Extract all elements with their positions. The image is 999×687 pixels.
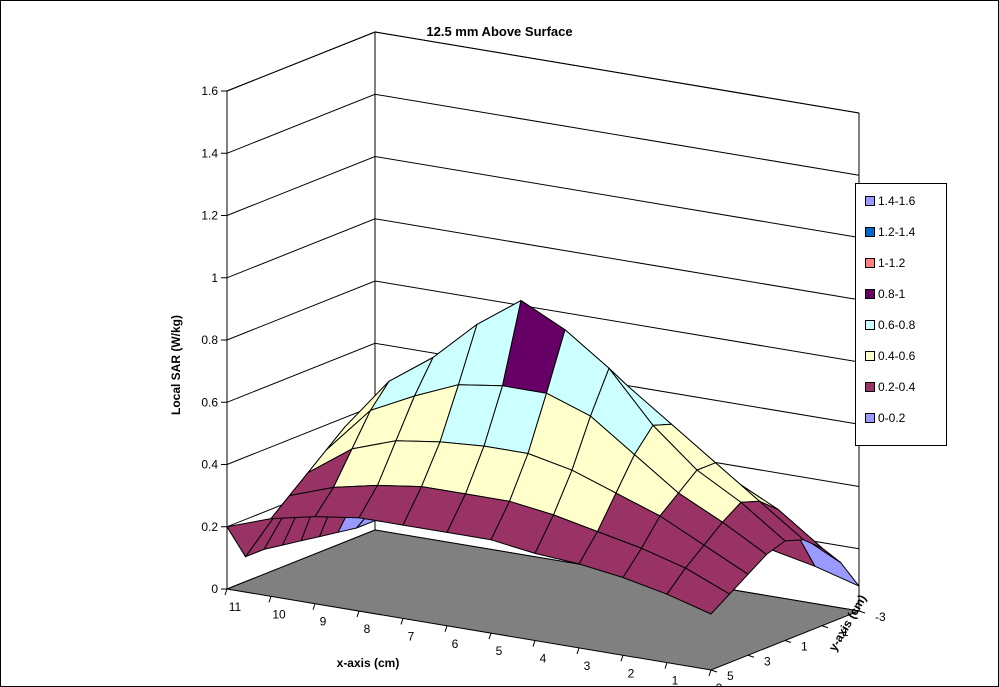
y-tick-label: 5 (727, 669, 734, 683)
z-tick-label: 0.8 (201, 333, 218, 347)
legend-swatch (865, 289, 875, 299)
legend-item: 0-0.2 (865, 410, 905, 426)
z-tick-label: 1.6 (201, 84, 218, 98)
gridline (226, 93, 860, 176)
z-tick-label: 1.4 (201, 146, 218, 160)
legend-item: 0.8-1 (865, 286, 905, 302)
x-tick-mark (576, 647, 580, 655)
x-tick-mark (444, 625, 448, 632)
x-tick-mark (400, 618, 404, 625)
y-tick-mark (858, 610, 866, 614)
legend-item: 1-1.2 (865, 255, 905, 271)
chart-title: 12.5 mm Above Surface (426, 24, 573, 39)
legend-swatch (865, 196, 875, 206)
x-tick-label: 3 (584, 659, 591, 673)
legend-swatch (865, 258, 875, 268)
x-tick-label: 8 (364, 622, 371, 636)
surface-patch (666, 567, 730, 615)
x-tick-mark (620, 655, 624, 662)
legend-label: 0.6-0.8 (878, 318, 916, 332)
y-tick-label: 1 (801, 640, 808, 654)
z-tick-label: 0.4 (201, 458, 218, 472)
x-tick-mark (224, 588, 228, 596)
x-tick-label: 6 (452, 637, 459, 651)
legend-item: 1.2-1.4 (865, 224, 915, 240)
x-tick-mark (356, 610, 360, 618)
legend-swatch (865, 320, 875, 330)
x-tick-label: 0 (716, 681, 723, 687)
y-tick-label: -1 (838, 625, 849, 639)
x-axis-ticks: 11109876543210 (224, 588, 723, 687)
legend-swatch (865, 413, 875, 423)
legend-label: 0.8-1 (878, 287, 906, 301)
gridline (226, 155, 860, 238)
x-tick-mark (664, 662, 668, 669)
legend-swatch (865, 227, 875, 237)
z-tick-label: 1 (211, 271, 218, 285)
y-tick-label: -3 (875, 610, 886, 624)
x-tick-label: 10 (272, 607, 286, 621)
x-tick-label: 11 (229, 600, 242, 614)
gridline (226, 31, 860, 114)
x-tick-mark (312, 603, 316, 610)
legend-item: 0.6-0.8 (865, 317, 915, 333)
gridline (226, 342, 860, 425)
x-tick-label: 4 (540, 652, 547, 666)
y-axis-ticks: -3 -1 1 3 5 (710, 610, 886, 683)
legend-label: 0.2-0.4 (878, 380, 916, 394)
legend-swatch (865, 351, 875, 361)
y-tick-mark (821, 625, 829, 629)
y-tick-label: 3 (764, 654, 771, 668)
gridline (226, 280, 860, 363)
z-axis-title: Local SAR (W/kg) (169, 315, 183, 415)
x-tick-label: 1 (672, 674, 679, 687)
x-tick-label: 9 (320, 615, 327, 629)
legend-swatch (865, 382, 875, 392)
legend-label: 1-1.2 (878, 256, 906, 270)
x-tick-mark (708, 669, 712, 677)
x-axis-title: x-axis (cm) (337, 656, 400, 670)
x-tick-mark (268, 596, 272, 603)
surface-mesh (226, 300, 860, 615)
z-tick-label: 0.2 (201, 520, 218, 534)
z-tick-label: 0 (211, 582, 218, 596)
legend-label: 0.4-0.6 (878, 349, 916, 363)
y-tick-mark (784, 640, 792, 643)
y-tick-mark (747, 654, 755, 658)
legend-label: 1.4-1.6 (878, 194, 916, 208)
x-tick-label: 7 (408, 629, 415, 643)
gridline (226, 218, 860, 301)
x-tick-label: 2 (628, 666, 635, 680)
legend-label: 0-0.2 (878, 411, 906, 425)
legend-item: 1.4-1.6 (865, 193, 915, 209)
z-tick-label: 1.2 (201, 209, 218, 223)
z-tick-label: 0.6 (201, 395, 218, 409)
z-axis-ticks: 0 0.2 0.4 0.6 0.8 1 1.2 1.4 1.6 (201, 84, 227, 596)
x-tick-mark (488, 633, 492, 640)
x-tick-label: 5 (496, 644, 503, 658)
legend-label: 1.2-1.4 (878, 225, 916, 239)
x-tick-mark (532, 640, 536, 647)
legend: 1.4-1.6 1.2-1.4 1-1.2 0.8-1 0.6-0.8 0.4-0.6 0.… (855, 183, 947, 446)
legend-item: 0.4-0.6 (865, 348, 915, 364)
legend-item: 0.2-0.4 (865, 379, 915, 395)
y-tick-mark (710, 669, 718, 673)
